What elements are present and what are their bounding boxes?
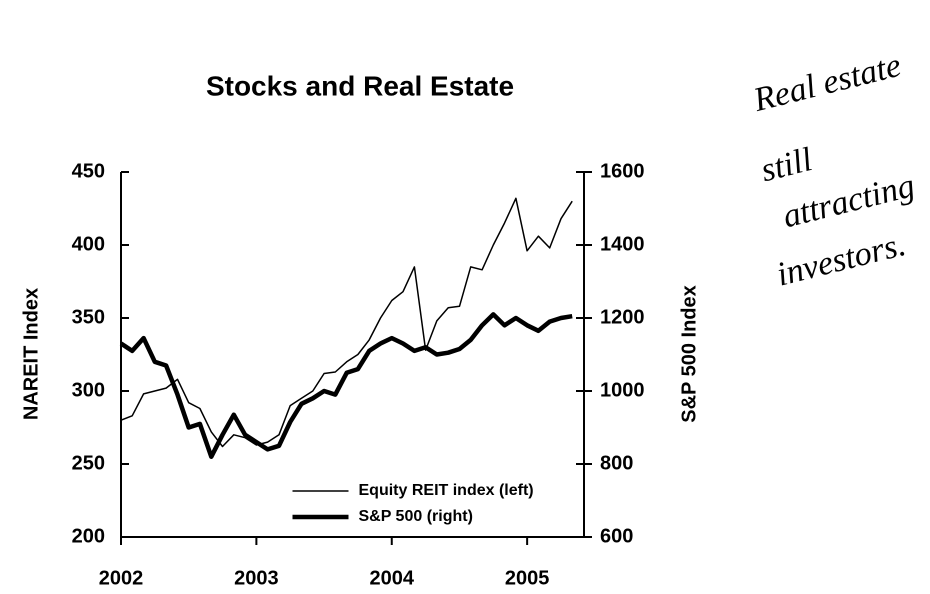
y2-axis-title: S&P 500 Index [678,285,700,422]
y2-tick-label: 1400 [600,233,645,255]
x-tick-label: 2002 [99,567,144,589]
y-tick-label: 300 [72,379,105,401]
annotation: Real estate still attracting investors. [749,47,918,294]
y-tick-label: 400 [72,233,105,255]
legend-label: S&P 500 (right) [359,508,473,525]
y2-tick-label: 600 [600,525,633,547]
series-line [120,197,573,448]
y-tick-label: 250 [72,452,105,474]
y-tick-label: 450 [72,160,105,182]
y2-tick-label: 800 [600,452,633,474]
y2-tick-label: 1600 [600,160,645,182]
y2-tick-label: 1000 [600,379,645,401]
y2-tick-label: 1200 [600,306,645,328]
x-tick-label: 2004 [370,567,415,589]
y-axis-title: NAREIT Index [20,288,42,420]
x-tick-label: 2005 [505,567,550,589]
y-tick-label: 350 [72,306,105,328]
legend-label: Equity REIT index (left) [359,482,534,499]
x-tick-label: 2003 [234,567,279,589]
y-tick-label: 200 [72,525,105,547]
annotation-line: Real estate [749,47,905,119]
series-line [119,312,573,459]
chart-title: Stocks and Real Estate [206,70,514,101]
annotation-line: still [757,141,815,189]
annotation-line: investors. [773,226,909,294]
